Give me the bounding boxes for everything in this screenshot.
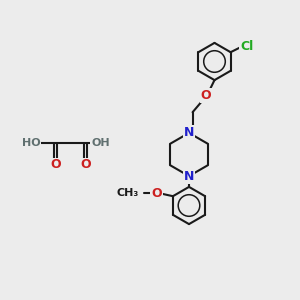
Text: O: O (201, 89, 212, 102)
Text: O: O (50, 158, 61, 172)
Text: OH: OH (91, 137, 110, 148)
Text: N: N (184, 169, 194, 183)
Text: HO: HO (22, 137, 40, 148)
Text: O: O (80, 158, 91, 172)
Text: CH₃: CH₃ (116, 188, 138, 198)
Text: Cl: Cl (241, 40, 254, 53)
Text: N: N (184, 126, 194, 140)
Text: O: O (151, 187, 162, 200)
